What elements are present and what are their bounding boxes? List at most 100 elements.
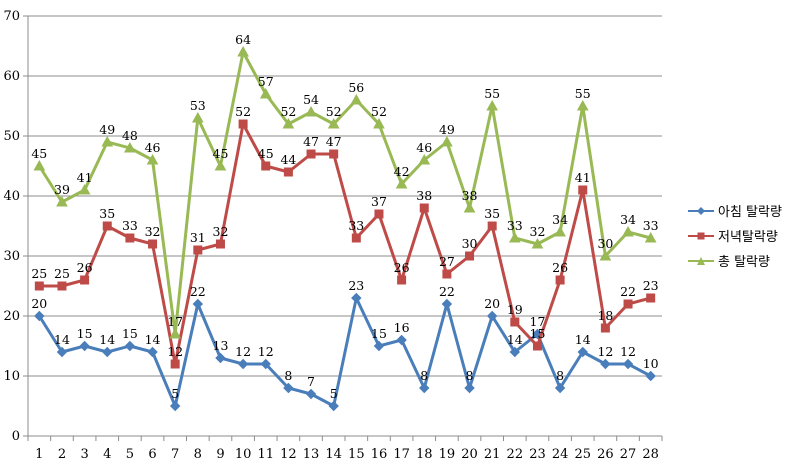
data-label: 52 (235, 104, 251, 119)
data-label: 47 (326, 134, 342, 149)
data-label: 32 (213, 224, 229, 239)
data-point-triangle (305, 105, 317, 117)
data-point-diamond (102, 346, 113, 358)
data-point-square (34, 281, 44, 291)
data-point-square (555, 275, 565, 285)
data-point-square (170, 359, 180, 369)
data-label: 22 (190, 284, 206, 299)
data-point-triangle (554, 225, 566, 237)
legend-key-triangle-icon (688, 255, 714, 267)
data-point-square (80, 275, 90, 285)
data-label: 20 (31, 296, 47, 311)
data-label: 30 (597, 236, 613, 251)
data-label: 8 (420, 368, 428, 383)
data-point-square (532, 341, 542, 351)
data-label: 53 (190, 98, 206, 113)
y-tick-label: 60 (3, 69, 20, 84)
data-point-square (646, 293, 656, 303)
data-point-square (148, 239, 158, 249)
legend-item-morning: 아침 탈락량 (688, 198, 782, 223)
data-label: 8 (466, 368, 474, 383)
data-label: 12 (620, 344, 636, 359)
data-label: 7 (307, 374, 315, 389)
x-tick-label: 6 (148, 447, 156, 462)
data-point-triangle (644, 231, 657, 243)
data-point-triangle (441, 135, 453, 147)
data-label: 37 (371, 194, 387, 209)
data-label: 49 (99, 122, 115, 137)
data-point-triangle (531, 237, 544, 249)
data-point-square (102, 221, 112, 231)
data-point-triangle (282, 117, 295, 129)
data-label: 14 (507, 332, 523, 347)
data-point-triangle (576, 99, 589, 111)
data-point-triangle (350, 93, 363, 105)
legend-key-square-icon (688, 230, 714, 242)
data-point-square (125, 233, 135, 243)
data-point-square (306, 149, 316, 159)
data-point-triangle (214, 159, 227, 171)
data-label: 17 (167, 314, 183, 329)
data-label: 46 (145, 140, 161, 155)
data-point-diamond (215, 352, 226, 364)
data-point-diamond (645, 370, 656, 382)
data-label: 33 (643, 218, 659, 233)
x-tick-label: 18 (416, 447, 433, 462)
data-point-triangle (622, 225, 634, 237)
data-label: 19 (507, 302, 523, 317)
data-point-square (283, 167, 293, 177)
data-point-diamond (169, 400, 181, 412)
data-point-triangle (486, 99, 499, 111)
y-tick-label: 0 (12, 429, 20, 444)
data-label: 34 (620, 212, 636, 227)
data-point-square (510, 317, 520, 327)
series-line-3 (38, 50, 652, 336)
data-label: 41 (77, 170, 93, 185)
data-point-triangle (463, 201, 476, 213)
x-tick-label: 23 (529, 447, 546, 462)
data-point-diamond (351, 292, 362, 304)
x-tick-label: 24 (552, 447, 569, 462)
data-label: 12 (258, 344, 274, 359)
y-tick-label: 20 (3, 309, 20, 324)
data-label: 64 (235, 32, 251, 47)
data-point-triangle (124, 141, 136, 153)
x-tick-label: 14 (325, 447, 342, 462)
data-point-diamond (486, 310, 498, 322)
data-label: 39 (54, 182, 70, 197)
data-point-diamond (328, 400, 339, 412)
data-label: 22 (620, 284, 636, 299)
data-point-diamond (441, 298, 453, 310)
data-label: 33 (507, 218, 523, 233)
data-label: 26 (77, 260, 93, 275)
gridlines (28, 15, 662, 377)
data-point-square (600, 323, 610, 333)
y-tick-label: 50 (3, 129, 20, 144)
x-tick-label: 21 (484, 447, 501, 462)
x-tick-label: 1 (35, 447, 43, 462)
data-label: 34 (552, 212, 568, 227)
x-tick-label: 16 (371, 447, 388, 462)
data-label: 22 (439, 284, 455, 299)
x-tick-label: 12 (280, 447, 297, 462)
data-label: 55 (575, 86, 591, 101)
data-point-square (329, 149, 339, 159)
data-label: 15 (371, 326, 387, 341)
data-point-diamond (373, 340, 385, 352)
data-label: 20 (484, 296, 500, 311)
data-point-square (578, 185, 588, 195)
data-label: 13 (213, 338, 229, 353)
data-label: 32 (145, 224, 161, 239)
x-tick-label: 13 (303, 447, 320, 462)
data-point-triangle (191, 111, 204, 123)
data-label: 10 (643, 356, 659, 371)
data-label: 48 (122, 128, 138, 143)
x-tick-label: 3 (80, 447, 88, 462)
data-label: 25 (54, 266, 70, 281)
data-point-square (261, 161, 271, 171)
data-label: 8 (284, 368, 292, 383)
data-label: 52 (371, 104, 387, 119)
data-point-diamond (464, 382, 475, 394)
data-point-square (487, 221, 497, 231)
data-point-diamond (124, 340, 136, 352)
